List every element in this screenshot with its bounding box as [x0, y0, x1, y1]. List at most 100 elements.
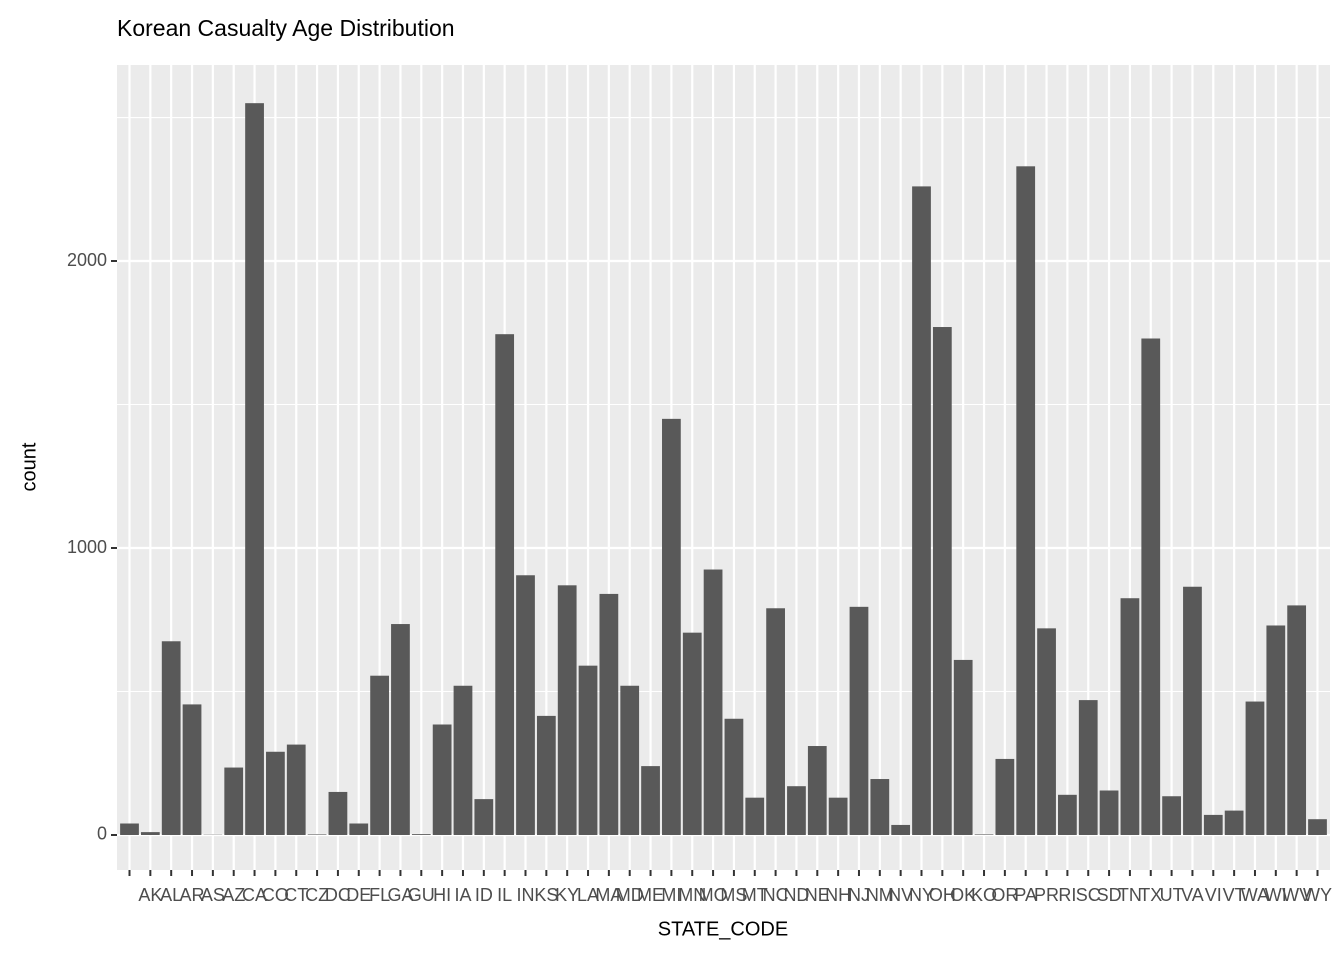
x-tick-label: ME [637, 885, 664, 905]
x-tick-label: CT [284, 885, 308, 905]
y-axis-title: count [18, 442, 40, 491]
x-tick-label: AK [138, 885, 162, 905]
bar [891, 824, 911, 835]
bar [1308, 819, 1327, 835]
bar [557, 585, 577, 835]
x-tick-label: NY [909, 885, 934, 905]
x-axis-title: STATE_CODE [658, 918, 788, 940]
bar [724, 718, 744, 835]
x-tick-label: UT [1160, 885, 1184, 905]
bar [1266, 625, 1286, 835]
x-tick-label: IN [517, 885, 535, 905]
x-tick-label: VA [1181, 885, 1204, 905]
x-tick-label: LA [577, 885, 599, 905]
x-tick-label: DC [325, 885, 351, 905]
x-tick-label: CZ [305, 885, 329, 905]
bar [641, 766, 660, 835]
x-tick-label: SC [1076, 885, 1101, 905]
x-tick-label: PA [1014, 885, 1037, 905]
x-tick-label: VI [1205, 885, 1222, 905]
bar [140, 832, 160, 835]
x-tick-label: CA [242, 885, 267, 905]
bar [1058, 794, 1077, 835]
bar [787, 786, 806, 835]
bar [286, 744, 306, 835]
bar [703, 569, 723, 835]
bar [266, 751, 285, 835]
bar [182, 704, 202, 835]
x-tick-label: MT [742, 885, 768, 905]
bar [495, 334, 515, 835]
bar [1203, 814, 1223, 835]
x-tick-label: NM [866, 885, 894, 905]
bar [328, 791, 348, 835]
chart-title: Korean Casualty Age Distribution [117, 15, 455, 41]
x-tick-label: MD [616, 885, 644, 905]
x-tick-label: PR [1034, 885, 1059, 905]
bar [1078, 700, 1098, 835]
x-tick-label: NE [805, 885, 830, 905]
bar [599, 593, 619, 835]
x-tick-label: WY [1303, 885, 1332, 905]
x-tick-label: GU [408, 885, 435, 905]
x-tick-label: ID [475, 885, 493, 905]
x-tick-label: AZ [222, 885, 245, 905]
x-tick-label: DE [346, 885, 371, 905]
bar [224, 767, 244, 835]
x-tick-label: TN [1118, 885, 1142, 905]
y-tick-label: 2000 [67, 250, 107, 270]
x-tick-label: NH [825, 885, 851, 905]
bar [578, 665, 598, 835]
x-tick-label: WA [1241, 885, 1269, 905]
bar [1287, 605, 1307, 835]
x-tick-label: NJ [848, 885, 870, 905]
x-tick-label: RI [1058, 885, 1076, 905]
bar [1162, 796, 1181, 835]
x-tick-label: ND [783, 885, 809, 905]
bar [307, 834, 327, 835]
x-tick-label: MS [720, 885, 747, 905]
bar [828, 797, 848, 835]
x-tick-label: OR [991, 885, 1018, 905]
x-tick-label: FL [369, 885, 390, 905]
x-tick-label: AL [160, 885, 182, 905]
x-tick-label: MO [699, 885, 728, 905]
x-tick-label: IA [454, 885, 471, 905]
x-tick-label: MN [678, 885, 706, 905]
bar [245, 103, 264, 835]
bar [349, 823, 369, 835]
bar [1099, 790, 1119, 835]
x-tick-label: GA [387, 885, 413, 905]
bar [1183, 586, 1202, 835]
x-tick-label: MI [661, 885, 681, 905]
y-tick-label: 1000 [67, 537, 107, 557]
bar [432, 724, 452, 835]
x-tick-label: CO [262, 885, 289, 905]
bar [1120, 598, 1140, 835]
bar [536, 715, 556, 835]
bar [766, 608, 785, 835]
bar [912, 186, 931, 835]
bar [807, 746, 827, 835]
bar [453, 685, 473, 835]
bar [1224, 810, 1244, 835]
bar [849, 606, 869, 835]
y-tick-label: 0 [97, 824, 107, 844]
x-tick-label: WI [1265, 885, 1287, 905]
x-tick-label: TX [1139, 885, 1162, 905]
bar [745, 797, 765, 835]
x-tick-label: AS [201, 885, 225, 905]
x-tick-label: IL [497, 885, 512, 905]
bar [662, 418, 681, 835]
bar [620, 685, 640, 835]
bar [995, 758, 1015, 835]
x-tick-label: NV [888, 885, 913, 905]
x-tick-label: HI [433, 885, 451, 905]
bar [870, 779, 890, 835]
bar [1016, 166, 1036, 835]
x-tick-label: OK [950, 885, 976, 905]
bar [370, 675, 389, 835]
x-tick-label: KS [534, 885, 558, 905]
x-tick-label: OH [929, 885, 956, 905]
